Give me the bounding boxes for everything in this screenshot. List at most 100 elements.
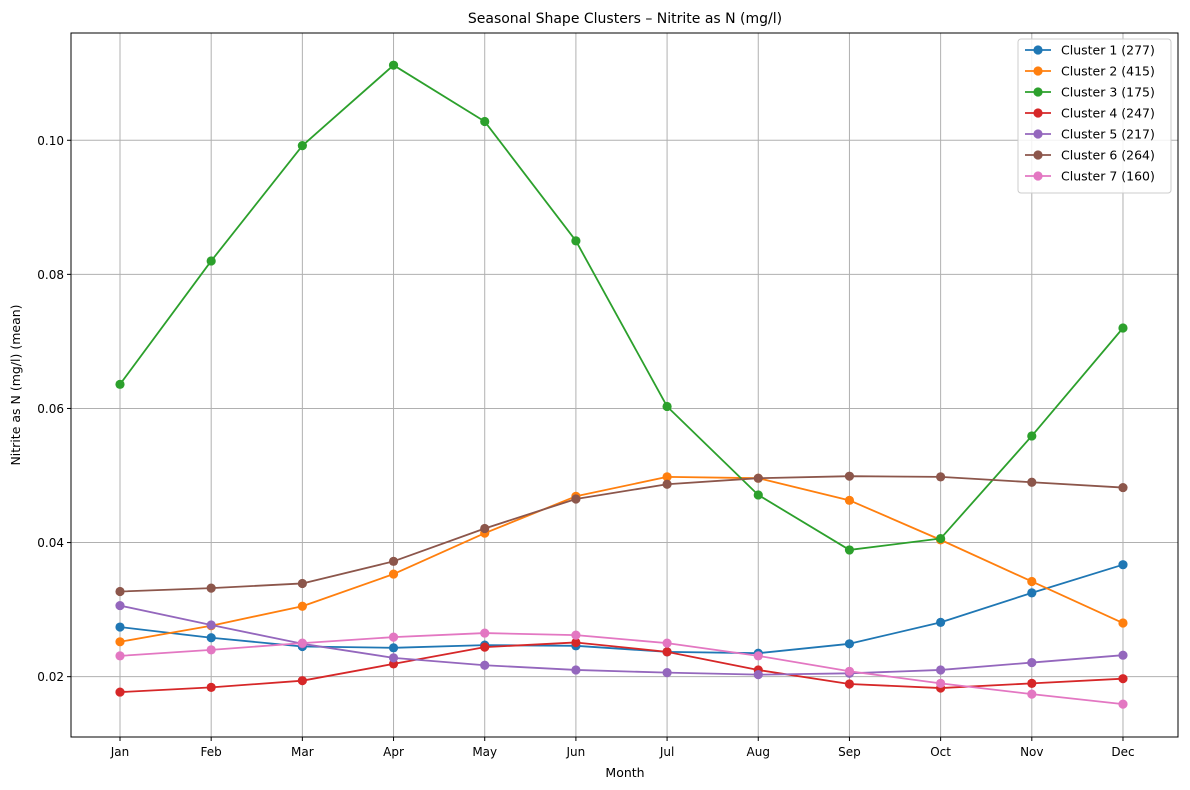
- data-point: [115, 687, 125, 697]
- data-point: [388, 569, 399, 579]
- x-tick-label: Oct: [930, 745, 951, 759]
- series-line: [119, 475, 1124, 643]
- data-point: [115, 637, 125, 647]
- data-point: [297, 578, 307, 589]
- data-point: [115, 622, 125, 632]
- data-point: [662, 668, 672, 678]
- data-point: [480, 523, 490, 534]
- data-point: [388, 632, 399, 642]
- data-point: [1027, 477, 1037, 487]
- series-cluster-3: [115, 60, 1128, 555]
- legend-label: Cluster 3 (175): [1061, 85, 1155, 100]
- y-tick-label: 0.08: [37, 268, 64, 282]
- legend-entry: Cluster 3 (175): [1025, 85, 1155, 100]
- data-point: [115, 379, 125, 389]
- data-point: [1027, 689, 1037, 699]
- data-point: [1118, 674, 1128, 684]
- data-point: [662, 401, 672, 412]
- legend-label: Cluster 7 (160): [1061, 169, 1155, 184]
- data-point: [388, 60, 399, 70]
- data-point: [936, 617, 946, 627]
- data-point: [844, 679, 855, 689]
- data-point: [206, 633, 216, 643]
- data-point: [1118, 650, 1128, 660]
- data-point: [1027, 588, 1037, 598]
- plot-frame: [70, 32, 1179, 738]
- legend-label: Cluster 2 (415): [1061, 64, 1155, 79]
- legend-entry: Cluster 1 (277): [1025, 43, 1155, 58]
- data-point: [297, 601, 307, 611]
- data-point: [662, 647, 672, 657]
- data-point: [206, 583, 216, 593]
- x-tick-label: Mar: [291, 745, 314, 759]
- legend-marker: [1033, 108, 1043, 118]
- data-point: [206, 682, 216, 692]
- series-cluster-7: [115, 628, 1128, 709]
- data-point: [936, 533, 946, 544]
- data-point: [753, 670, 763, 680]
- series-line: [119, 641, 1124, 693]
- data-point: [936, 665, 946, 675]
- data-point: [1118, 618, 1128, 628]
- legend-marker: [1033, 87, 1043, 97]
- data-point: [480, 628, 490, 638]
- data-point: [1118, 482, 1128, 493]
- data-point: [571, 236, 581, 246]
- data-point: [1118, 323, 1128, 333]
- data-point: [844, 495, 855, 505]
- legend-entry: Cluster 6 (264): [1025, 148, 1155, 163]
- data-point: [206, 620, 216, 630]
- data-point: [571, 665, 581, 675]
- data-point: [753, 490, 763, 500]
- data-point: [936, 472, 946, 482]
- data-point: [206, 645, 216, 655]
- x-tick-label: Dec: [1111, 745, 1134, 759]
- ticks: Jan Feb Mar Apr May Jun Jul Aug Sep Oct Nov Dec 0.02…: [37, 134, 1134, 759]
- data-point: [1027, 431, 1037, 441]
- legend-label: Cluster 5 (217): [1061, 127, 1155, 142]
- x-tick-label: Jul: [659, 745, 674, 759]
- data-point: [1118, 699, 1128, 709]
- y-tick-label: 0.10: [37, 134, 64, 148]
- y-axis-label: Nitrite as N (mg/l) (mean): [8, 304, 23, 465]
- legend-entry: Cluster 5 (217): [1025, 127, 1155, 142]
- data-point: [753, 651, 763, 661]
- x-tick-label: Nov: [1020, 745, 1043, 759]
- y-tick-label: 0.04: [37, 536, 64, 550]
- series-cluster-6: [115, 471, 1128, 597]
- series-line: [119, 632, 1124, 706]
- data-point: [115, 651, 125, 661]
- legend-marker: [1033, 171, 1043, 181]
- series-line: [119, 604, 1124, 676]
- y-tick-label: 0.02: [37, 670, 64, 684]
- data-point: [297, 638, 307, 648]
- data-point: [388, 653, 399, 663]
- data-point: [297, 141, 307, 151]
- data-point: [115, 600, 125, 611]
- data-point: [844, 545, 855, 555]
- x-tick-label: May: [472, 745, 497, 759]
- y-tick-label: 0.06: [37, 402, 64, 416]
- data-point: [480, 642, 490, 652]
- x-tick-label: Sep: [838, 745, 861, 759]
- data-point: [1118, 560, 1128, 570]
- x-tick-label: Jun: [566, 745, 586, 759]
- data-point: [844, 666, 855, 676]
- series-layer: [115, 60, 1128, 709]
- chart-title: Seasonal Shape Clusters – Nitrite as N (…: [468, 11, 782, 27]
- data-point: [662, 472, 672, 482]
- data-point: [936, 678, 946, 688]
- legend-box: [1017, 38, 1172, 194]
- data-point: [662, 479, 672, 489]
- series-line: [119, 64, 1124, 551]
- series-line: [119, 475, 1124, 593]
- data-point: [206, 256, 216, 266]
- legend-entry: Cluster 2 (415): [1025, 64, 1155, 79]
- data-point: [571, 637, 581, 648]
- legend-marker: [1033, 45, 1043, 55]
- series-cluster-5: [115, 600, 1128, 680]
- legend-entry: Cluster 7 (160): [1025, 169, 1155, 184]
- legend-label: Cluster 4 (247): [1061, 106, 1155, 121]
- x-tick-label: Feb: [201, 745, 222, 759]
